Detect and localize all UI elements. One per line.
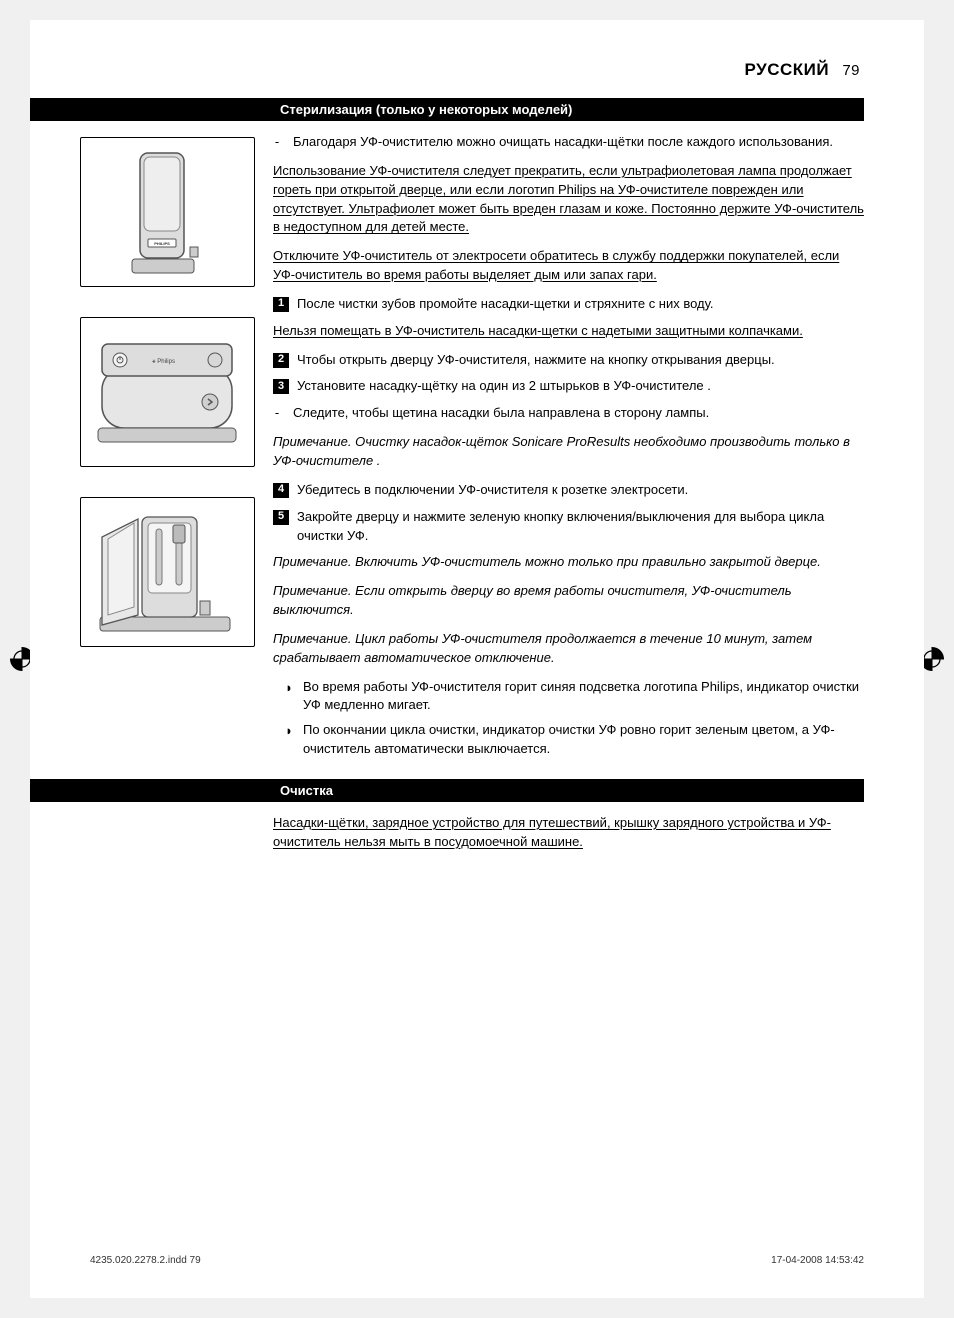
page-footer: 4235.020.2278.2.indd 79 17-04-2008 14:53… <box>90 1255 864 1266</box>
step-1: 1 После чистки зубов промойте насадки-ще… <box>273 295 864 314</box>
step-number-icon: 5 <box>273 510 289 525</box>
step-number-icon: 2 <box>273 353 289 368</box>
step-4: 4 Убедитесь в подключении УФ-очистителя … <box>273 481 864 500</box>
dash-icon: - <box>273 133 281 152</box>
step-number-icon: 1 <box>273 297 289 312</box>
figures-column: PHILIPS ⚹ Philips <box>80 133 255 765</box>
note-1: Примечание. Очистку насадок-щёток Sonica… <box>273 433 864 471</box>
step-4-text: Убедитесь в подключении УФ-очистителя к … <box>297 481 864 500</box>
step-3-note: - Следите, чтобы щетина насадки была нап… <box>273 404 864 423</box>
text-column: - Благодаря УФ-очистителю можно очищать … <box>273 133 864 765</box>
warning-1: Использование УФ-очистителя следует прек… <box>273 162 864 237</box>
step-1-text: После чистки зубов промойте насадки-щетк… <box>297 295 864 314</box>
note-2: Примечание. Включить УФ-очиститель можно… <box>273 553 864 572</box>
intro-text: Благодаря УФ-очистителю можно очищать на… <box>293 133 833 152</box>
dash-icon: - <box>273 404 281 423</box>
figure-sanitizer-button: ⚹ Philips <box>80 317 255 467</box>
text-column-2: Насадки-щётки, зарядное устройство для п… <box>273 814 864 862</box>
bullet-1: ◗ Во время работы УФ-очистителя горит си… <box>273 678 864 716</box>
step-2-text: Чтобы открыть дверцу УФ-очистителя, нажм… <box>297 351 864 370</box>
bullet-1-text: Во время работы УФ-очистителя горит синя… <box>303 678 864 716</box>
content-row-2: Насадки-щётки, зарядное устройство для п… <box>90 814 864 862</box>
footer-left: 4235.020.2278.2.indd 79 <box>90 1255 201 1266</box>
intro-dash: - Благодаря УФ-очистителю можно очищать … <box>273 133 864 152</box>
bullet-2: ◗ По окончании цикла очистки, индикатор … <box>273 721 864 759</box>
footer-right: 17-04-2008 14:53:42 <box>771 1255 864 1266</box>
step-3-text: Установите насадку-щётку на один из 2 шт… <box>297 377 864 396</box>
page: РУССКИЙ 79 Стерилизация (только у некото… <box>30 20 924 1298</box>
svg-text:PHILIPS: PHILIPS <box>154 241 170 246</box>
section-title-cleaning: Очистка <box>30 779 864 802</box>
step-5: 5 Закройте дверцу и нажмите зеленую кноп… <box>273 508 864 546</box>
note-3: Примечание. Если открыть дверцу во время… <box>273 582 864 620</box>
step-number-icon: 3 <box>273 379 289 394</box>
page-header: РУССКИЙ 79 <box>90 60 864 80</box>
warning-2: Отключите УФ-очиститель от электросети о… <box>273 247 864 285</box>
figure-sanitizer-open <box>80 497 255 647</box>
note-4: Примечание. Цикл работы УФ-очистителя пр… <box>273 630 864 668</box>
cleaning-warning: Насадки-щётки, зарядное устройство для п… <box>273 814 864 852</box>
bullet-2-text: По окончании цикла очистки, индикатор оч… <box>303 721 864 759</box>
step-3-note-text: Следите, чтобы щетина насадки была напра… <box>293 404 709 423</box>
warning-3: Нельзя помещать в УФ-очиститель насадки-… <box>273 322 864 341</box>
page-number: 79 <box>842 62 860 79</box>
section-title-sterilization: Стерилизация (только у некоторых моделей… <box>30 98 864 121</box>
step-2: 2 Чтобы открыть дверцу УФ-очистителя, на… <box>273 351 864 370</box>
content-row: PHILIPS ⚹ Philips <box>90 133 864 765</box>
language-label: РУССКИЙ <box>745 60 830 79</box>
step-number-icon: 4 <box>273 483 289 498</box>
step-3: 3 Установите насадку-щётку на один из 2 … <box>273 377 864 396</box>
bullet-icon: ◗ <box>285 722 293 741</box>
figure-sanitizer-closed: PHILIPS <box>80 137 255 287</box>
figures-column-empty <box>80 814 255 862</box>
svg-text:⚹ Philips: ⚹ Philips <box>152 359 175 365</box>
step-5-text: Закройте дверцу и нажмите зеленую кнопку… <box>297 508 864 546</box>
bullet-icon: ◗ <box>285 679 293 698</box>
